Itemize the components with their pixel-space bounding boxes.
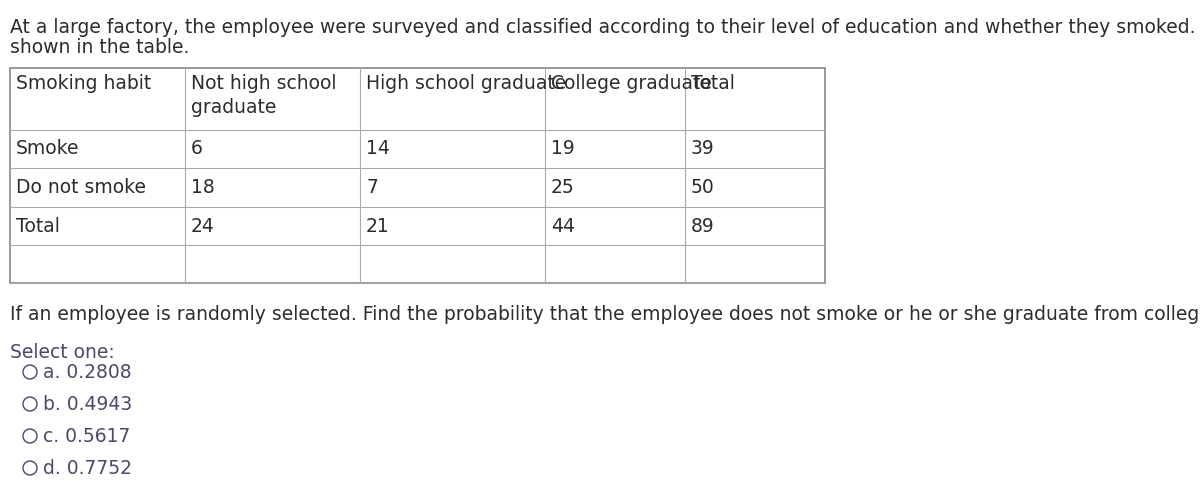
- Text: d. 0.7752: d. 0.7752: [43, 459, 132, 478]
- Text: Total: Total: [691, 74, 734, 93]
- Text: c. 0.5617: c. 0.5617: [43, 426, 131, 445]
- Text: High school graduate: High school graduate: [366, 74, 566, 93]
- Text: 24: 24: [191, 217, 215, 236]
- Text: Total: Total: [16, 217, 60, 236]
- Ellipse shape: [23, 397, 37, 411]
- Text: Do not smoke: Do not smoke: [16, 178, 146, 197]
- Text: Smoke: Smoke: [16, 140, 79, 159]
- Text: Select one:: Select one:: [10, 343, 115, 362]
- Text: 14: 14: [366, 140, 390, 159]
- Text: College graduate: College graduate: [551, 74, 712, 93]
- Ellipse shape: [23, 461, 37, 475]
- Text: 7: 7: [366, 178, 378, 197]
- Text: 6: 6: [191, 140, 203, 159]
- Text: 39: 39: [691, 140, 715, 159]
- Text: 19: 19: [551, 140, 575, 159]
- Text: If an employee is randomly selected. Find the probability that the employee does: If an employee is randomly selected. Fin…: [10, 305, 1200, 324]
- Text: 25: 25: [551, 178, 575, 197]
- Ellipse shape: [23, 429, 37, 443]
- Text: 44: 44: [551, 217, 575, 236]
- Ellipse shape: [23, 365, 37, 379]
- Text: 50: 50: [691, 178, 715, 197]
- Text: Not high school
graduate: Not high school graduate: [191, 74, 336, 117]
- Text: At a large factory, the employee were surveyed and classified according to their: At a large factory, the employee were su…: [10, 18, 1200, 37]
- Text: Smoking habit: Smoking habit: [16, 74, 151, 93]
- Text: a. 0.2808: a. 0.2808: [43, 362, 132, 382]
- Text: 18: 18: [191, 178, 215, 197]
- Bar: [10, 68, 826, 283]
- Text: shown in the table.: shown in the table.: [10, 38, 190, 57]
- Text: 89: 89: [691, 217, 715, 236]
- Text: 21: 21: [366, 217, 390, 236]
- Text: b. 0.4943: b. 0.4943: [43, 395, 132, 414]
